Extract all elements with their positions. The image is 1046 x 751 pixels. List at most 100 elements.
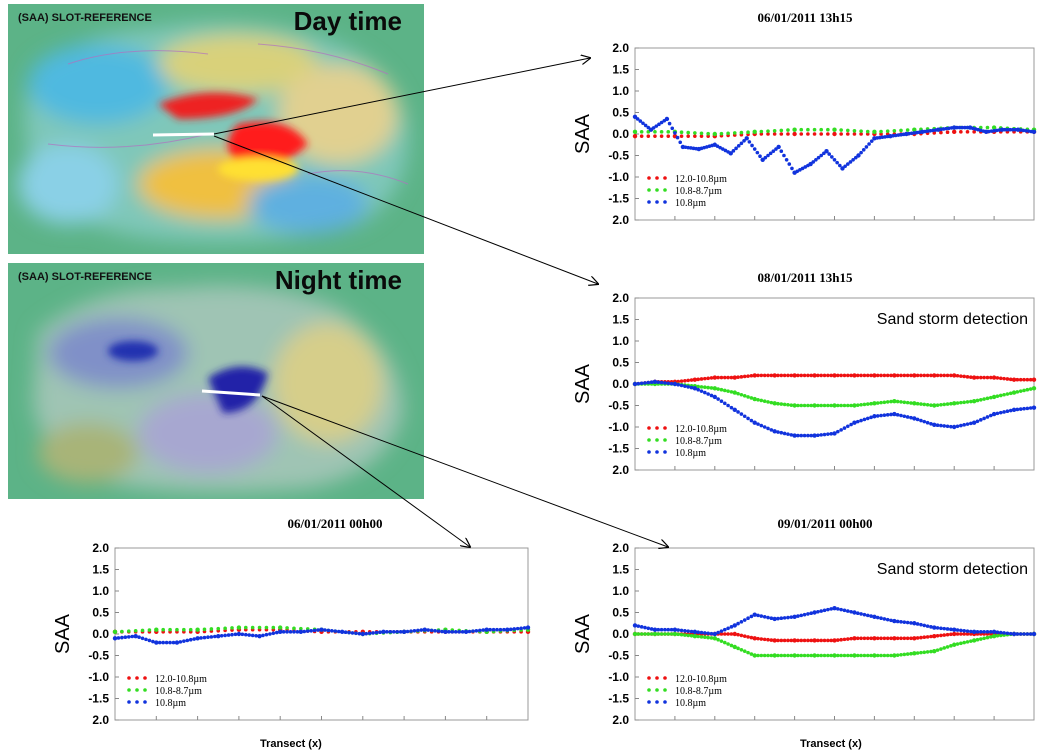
data-point: [932, 422, 937, 428]
data-point: [852, 653, 857, 658]
series-dot: [649, 380, 654, 385]
series-dot: [478, 628, 482, 633]
series-dot: [802, 653, 807, 658]
series-dot: [264, 632, 269, 637]
series-dot: [835, 160, 839, 165]
series-dot: [157, 640, 162, 645]
series-dot: [802, 403, 807, 408]
series-dot: [669, 381, 674, 386]
data-point: [812, 638, 817, 643]
legend-marker: [647, 688, 651, 692]
series-dot: [846, 653, 850, 658]
series-dot: [982, 416, 986, 421]
y-tick-label: 2.0: [612, 541, 629, 555]
data-point: [112, 636, 118, 641]
series-dot: [715, 144, 720, 148]
series-dot: [147, 638, 152, 643]
data-point: [752, 373, 757, 378]
series-dot: [975, 630, 980, 634]
data-point: [760, 157, 765, 162]
data-point: [1011, 407, 1017, 412]
series-dot: [962, 640, 966, 645]
series-dot: [312, 628, 317, 633]
series-dot: [822, 638, 827, 643]
series-dot: [922, 623, 927, 628]
series-dot: [838, 163, 842, 168]
series-dot: [185, 638, 190, 643]
series-dot: [686, 378, 690, 383]
series-dot: [699, 635, 704, 639]
series-dot: [994, 128, 999, 133]
series-dot: [209, 635, 214, 639]
legend-entry: 12.0-10.8µm: [675, 424, 727, 435]
series-dot: [659, 380, 664, 385]
series-dot: [726, 403, 730, 408]
data-point: [732, 631, 737, 637]
series-dot: [639, 632, 644, 636]
series-dot: [683, 384, 687, 388]
chart-title: 06/01/2011 13h15: [757, 10, 853, 25]
series-dot: [467, 629, 472, 634]
series-dot: [795, 169, 800, 174]
series-dot: [893, 133, 898, 138]
series-dot: [643, 123, 648, 128]
series-dot: [736, 391, 740, 396]
series-dot: [686, 145, 690, 150]
series-dot: [776, 430, 780, 434]
series-dot: [819, 653, 823, 658]
series-dot: [869, 415, 873, 420]
series-dot: [855, 636, 860, 641]
series-dot: [789, 403, 794, 407]
series-dot: [975, 637, 980, 642]
series-dot: [955, 125, 959, 130]
series-dot: [151, 639, 155, 644]
series-dot: [929, 625, 933, 629]
series-dot: [133, 628, 138, 633]
series-dot: [759, 129, 764, 134]
series-dot: [909, 401, 913, 405]
series-dot: [1021, 128, 1026, 133]
series-dot: [653, 130, 657, 134]
series-dot: [649, 627, 654, 631]
series-dot: [766, 373, 770, 378]
series-dot: [814, 158, 818, 162]
y-tick-label: 1.0: [612, 584, 629, 598]
series-dot: [879, 129, 883, 134]
series-dot: [756, 653, 760, 658]
series-dot: [859, 132, 863, 136]
data-point: [319, 627, 324, 632]
series-dot: [790, 166, 794, 171]
series-dot: [839, 403, 843, 408]
series-dot: [925, 420, 930, 425]
y-tick-label: 1.5: [92, 563, 109, 577]
data-point: [632, 623, 638, 628]
series-dot: [925, 624, 930, 628]
series-dot: [879, 413, 883, 418]
map-label: (SAA) SLOT-REFERENCE: [18, 271, 152, 283]
series-dot: [919, 402, 923, 406]
data-point: [892, 636, 897, 641]
data-point: [832, 431, 837, 436]
series-dot: [649, 632, 654, 636]
series-dot: [959, 130, 963, 134]
series-dot: [779, 149, 784, 153]
series-dot: [723, 148, 728, 153]
series-dot: [653, 134, 657, 138]
series-dot: [299, 626, 303, 631]
series-dot: [749, 614, 754, 619]
series-dot: [333, 629, 338, 633]
series-dot: [716, 397, 720, 401]
series-dot: [882, 400, 887, 405]
series-dot: [1025, 632, 1030, 636]
data-point: [812, 433, 817, 438]
series-dot: [722, 640, 727, 645]
series-dot: [230, 632, 234, 637]
data-point: [632, 129, 638, 135]
series-dot: [729, 375, 734, 380]
series-dot: [755, 150, 760, 155]
y-tick-label: -1.0: [88, 670, 109, 684]
data-point: [952, 424, 957, 430]
data-point: [752, 612, 757, 617]
series-dot: [1008, 408, 1013, 413]
series-dot: [907, 131, 911, 136]
